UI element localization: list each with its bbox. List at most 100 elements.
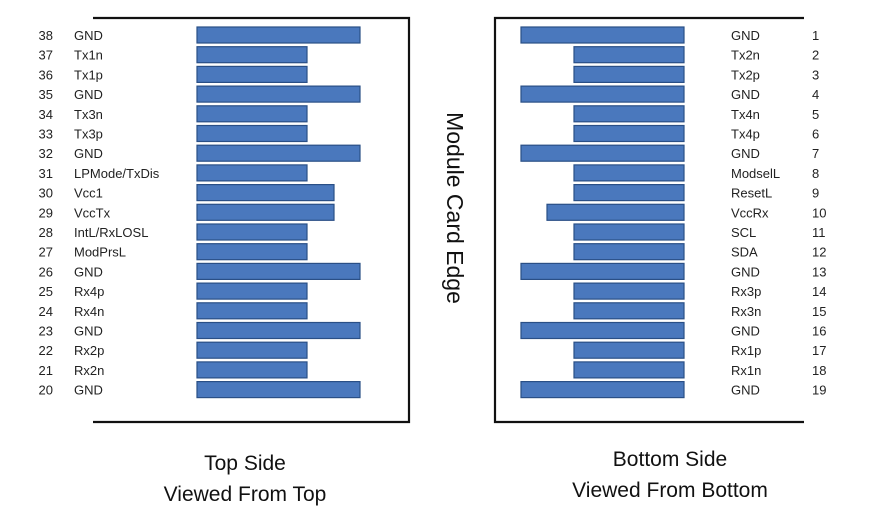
bottom-pad-6 xyxy=(573,124,685,143)
top-pin-number: 28 xyxy=(39,225,53,240)
top-pad-21 xyxy=(196,361,308,379)
bottom-pad-2 xyxy=(573,46,685,64)
top-pin-number: 35 xyxy=(39,87,53,102)
top-pin-number: 31 xyxy=(39,166,53,181)
top-pin-number: 38 xyxy=(39,28,53,43)
top-pin-number: 32 xyxy=(39,146,53,161)
top-pin-name: Tx3p xyxy=(74,127,103,142)
module-card-edge-label: Module Card Edge xyxy=(442,112,468,304)
bottom-pin-number: 14 xyxy=(812,284,826,299)
top-pin-number: 29 xyxy=(39,205,53,220)
top-pin-number: 26 xyxy=(39,264,53,279)
bottom-pin-number: 10 xyxy=(812,205,826,220)
bottom-side-caption: Bottom Side Viewed From Bottom xyxy=(525,444,815,506)
bottom-pin-name: GND xyxy=(731,28,760,43)
bottom-side-caption-line1: Bottom Side xyxy=(612,448,728,471)
top-pin-name: GND xyxy=(74,264,103,279)
top-pin-name: GND xyxy=(74,28,103,43)
top-pad-36 xyxy=(196,65,308,84)
top-pin-name: GND xyxy=(74,324,103,339)
bottom-pad-3 xyxy=(573,65,685,84)
bottom-pad-4 xyxy=(520,85,685,103)
top-frame-outline xyxy=(93,16,411,424)
bottom-pin-number: 4 xyxy=(812,87,819,102)
top-pin-number: 20 xyxy=(39,383,53,398)
top-pin-name: Vcc1 xyxy=(74,186,103,201)
bottom-pin-name: Rx3p xyxy=(731,284,761,299)
top-pin-number: 27 xyxy=(39,245,53,260)
bottom-pin-name: VccRx xyxy=(731,205,769,220)
bottom-pin-name: Tx4p xyxy=(731,127,760,142)
bottom-pin-number: 3 xyxy=(812,67,819,82)
bottom-pin-number: 11 xyxy=(812,225,826,240)
bottom-pin-number: 2 xyxy=(812,48,819,63)
top-pin-name: GND xyxy=(74,87,103,102)
bottom-pin-number: 16 xyxy=(812,324,826,339)
bottom-pin-name: GND xyxy=(731,146,760,161)
bottom-pad-13 xyxy=(520,262,685,280)
bottom-pin-name: GND xyxy=(731,324,760,339)
top-pad-35 xyxy=(196,85,361,103)
bottom-pin-name: Rx1p xyxy=(731,343,761,358)
top-side-caption-line1: Top Side xyxy=(204,452,286,475)
bottom-pin-name: Rx3n xyxy=(731,304,761,319)
top-pin-name: ModPrsL xyxy=(74,245,126,260)
top-side-caption: Top Side Viewed From Top xyxy=(105,448,385,510)
top-pad-24 xyxy=(196,302,308,320)
top-pad-31 xyxy=(196,164,308,182)
bottom-pin-number: 18 xyxy=(812,363,826,378)
top-pad-30 xyxy=(196,184,335,202)
top-side-frame xyxy=(93,16,411,424)
top-pin-name: Rx2n xyxy=(74,363,104,378)
top-side-caption-line2: Viewed From Top xyxy=(163,483,327,506)
top-pin-number: 36 xyxy=(39,67,53,82)
bottom-pad-10 xyxy=(546,203,685,221)
bottom-pin-number: 5 xyxy=(812,107,819,122)
top-pin-number: 37 xyxy=(39,48,53,63)
bottom-side-caption-line2: Viewed From Bottom xyxy=(572,479,768,502)
bottom-pad-11 xyxy=(573,223,685,241)
top-pin-name: Tx1p xyxy=(74,67,103,82)
top-pad-32 xyxy=(196,144,361,162)
bottom-pin-number: 1 xyxy=(812,28,819,43)
bottom-side-frame xyxy=(493,16,804,424)
top-pin-name: Rx4n xyxy=(74,304,104,319)
bottom-pin-number: 6 xyxy=(812,127,819,142)
top-pad-25 xyxy=(196,282,308,300)
top-pad-26 xyxy=(196,262,361,280)
top-pad-29 xyxy=(196,203,335,221)
bottom-pin-name: Tx2p xyxy=(731,67,760,82)
bottom-pin-name: SCL xyxy=(731,225,756,240)
top-pin-name: GND xyxy=(74,146,103,161)
bottom-pin-number: 12 xyxy=(812,245,826,260)
bottom-pad-8 xyxy=(573,164,685,182)
top-pad-27 xyxy=(196,243,308,261)
top-pin-name: IntL/RxLOSL xyxy=(74,225,148,240)
bottom-pin-number: 7 xyxy=(812,146,819,161)
bottom-pad-19 xyxy=(520,381,685,399)
top-pin-name: Tx3n xyxy=(74,107,103,122)
top-pin-number: 25 xyxy=(39,284,53,299)
top-side-pins: 38 GND 37 Tx1n 36 Tx1p 35 GND 34 Tx3n 33 Tx3p 32 GND 3… xyxy=(39,26,361,399)
bottom-pin-name: ResetL xyxy=(731,186,772,201)
bottom-pad-7 xyxy=(520,144,685,162)
top-pin-name: LPMode/TxDis xyxy=(74,166,160,181)
bottom-pad-18 xyxy=(573,361,685,379)
bottom-pin-name: SDA xyxy=(731,245,758,260)
bottom-pad-12 xyxy=(573,243,685,261)
top-pin-name: Tx1n xyxy=(74,48,103,63)
bottom-pin-number: 19 xyxy=(812,383,826,398)
top-pad-28 xyxy=(196,223,308,241)
top-pin-name: VccTx xyxy=(74,205,111,220)
bottom-pad-14 xyxy=(573,282,685,300)
bottom-pad-5 xyxy=(573,105,685,123)
bottom-pad-17 xyxy=(573,341,685,359)
top-pin-name: GND xyxy=(74,383,103,398)
bottom-pad-9 xyxy=(573,184,685,202)
bottom-pad-15 xyxy=(573,302,685,320)
bottom-pin-name: GND xyxy=(731,383,760,398)
bottom-pad-1 xyxy=(520,26,685,44)
top-pin-number: 34 xyxy=(39,107,53,122)
bottom-pin-name: Tx4n xyxy=(731,107,760,122)
